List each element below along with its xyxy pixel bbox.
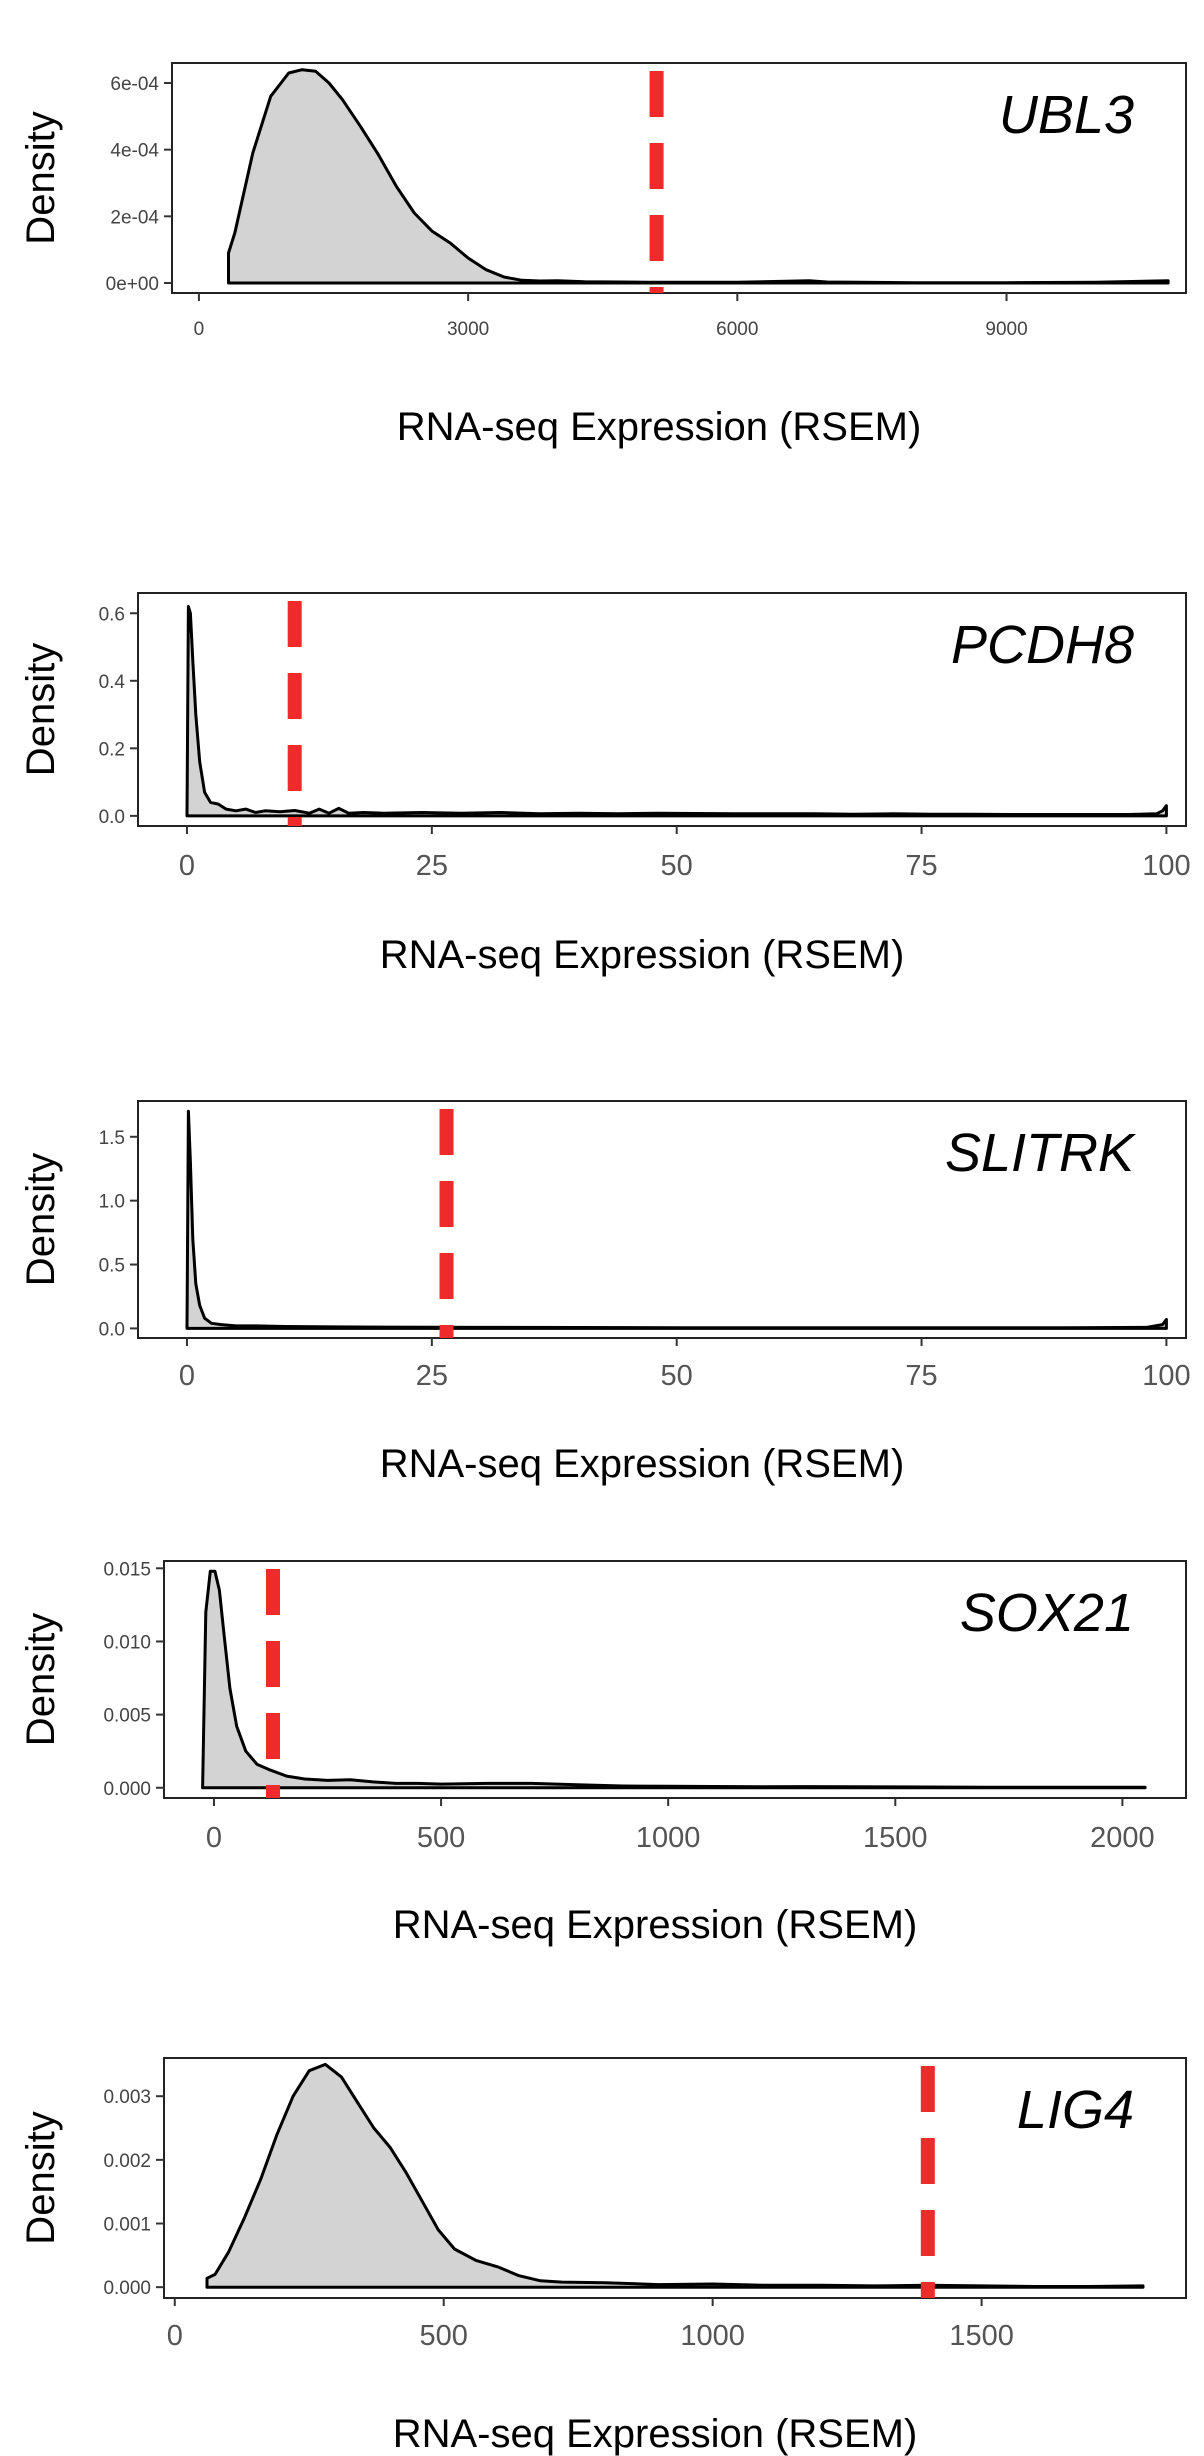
chart-2-y-tick-label: 0.2 — [99, 739, 125, 760]
chart-2: PCDH8 0.0 0.2 0.4 0.6 0 25 50 75 100 Density RNA-se… — [19, 592, 1191, 977]
chart-4-density-curve — [201, 1569, 1147, 1790]
chart-4: SOX21 0.000 0.005 0.010 0.015 0 500 1000 1500 200… — [19, 1559, 1187, 1947]
chart-1-x-tick-label: 0 — [194, 319, 205, 340]
chart-1-gene-label: UBL3 — [999, 85, 1134, 145]
chart-3-y-tick-label: 1.0 — [99, 1192, 125, 1213]
chart-2-y-tick-label: 0.4 — [99, 672, 126, 693]
chart-1: UBL3 0e+00 2e-04 4e-04 6e-04 0 3000 6000 9000 Den… — [19, 62, 1187, 449]
chart-2-y-axis-title: Density — [19, 643, 63, 776]
chart-1-x-tick-label: 3000 — [447, 319, 489, 340]
chart-2-y-tick-label: 0.6 — [99, 604, 125, 625]
chart-4-x-tick-label: 2000 — [1090, 1822, 1155, 1854]
chart-3-x-tick-label: 0 — [179, 1360, 195, 1392]
chart-5-y-tick-label: 0.003 — [103, 2087, 151, 2108]
chart-3-gene-label: SLITRK — [945, 1123, 1136, 1183]
chart-5-x-tick-label: 500 — [420, 2320, 468, 2352]
chart-3-y-tick-label: 0.5 — [99, 1256, 125, 1277]
chart-5-x-axis-title: RNA-seq Expression (RSEM) — [393, 2412, 918, 2456]
chart-3-panel-frame — [137, 1100, 1187, 1339]
chart-3-x-axis-title: RNA-seq Expression (RSEM) — [380, 1442, 905, 1486]
chart-4-y-axis-title: Density — [19, 1613, 63, 1746]
chart-3-x-tick-label: 50 — [661, 1360, 693, 1392]
chart-2-x-tick-label: 25 — [416, 850, 448, 882]
chart-1-y-axis-title: Density — [19, 111, 63, 244]
chart-5-density-curve — [205, 2062, 1145, 2289]
chart-4-y-tick-label: 0.005 — [103, 1706, 151, 1727]
chart-1-x-tick-label: 9000 — [985, 319, 1027, 340]
chart-1-y-tick-label: 0e+00 — [106, 274, 159, 295]
chart-2-gene-label: PCDH8 — [951, 615, 1134, 675]
chart-2-panel-frame — [137, 592, 1187, 827]
chart-2-x-tick-label: 100 — [1142, 850, 1190, 882]
chart-1-x-axis-title: RNA-seq Expression (RSEM) — [397, 405, 922, 449]
chart-3: SLITRK 0.0 0.5 1.0 1.5 0 25 50 75 100 Density RNA-s… — [19, 1100, 1191, 1486]
chart-2-y-tick-label: 0.0 — [99, 807, 125, 828]
chart-2-density-curve — [185, 605, 1168, 818]
chart-5-gene-label: LIG4 — [1017, 2080, 1134, 2140]
chart-5-x-tick-label: 1000 — [680, 2320, 745, 2352]
chart-4-x-axis-title: RNA-seq Expression (RSEM) — [393, 1903, 918, 1947]
chart-1-y-tick-label: 2e-04 — [110, 207, 159, 228]
chart-4-gene-label: SOX21 — [960, 1583, 1134, 1643]
chart-3-y-tick-label: 1.5 — [99, 1128, 125, 1149]
chart-4-y-tick-label: 0.010 — [103, 1632, 151, 1653]
chart-5-x-tick-label: 1500 — [949, 2320, 1014, 2352]
chart-5-y-tick-label: 0.000 — [103, 2278, 151, 2299]
chart-1-y-tick-label: 4e-04 — [110, 141, 159, 162]
chart-3-x-tick-label: 25 — [416, 1360, 448, 1392]
chart-2-x-tick-label: 75 — [905, 850, 937, 882]
chart-4-panel-frame — [163, 1560, 1187, 1799]
chart-5-y-tick-label: 0.002 — [103, 2151, 151, 2172]
chart-5: LIG4 0.000 0.001 0.002 0.003 0 500 1000 1500 Dens… — [19, 2057, 1187, 2456]
chart-4-x-tick-label: 500 — [417, 1822, 465, 1854]
chart-4-x-tick-label: 1500 — [863, 1822, 928, 1854]
chart-2-x-tick-label: 50 — [661, 850, 693, 882]
chart-5-y-tick-label: 0.001 — [103, 2215, 151, 2236]
chart-4-y-tick-label: 0.015 — [103, 1559, 151, 1580]
chart-3-x-tick-label: 100 — [1142, 1360, 1190, 1392]
chart-2-x-axis-title: RNA-seq Expression (RSEM) — [380, 933, 905, 977]
chart-1-y-tick-label: 6e-04 — [110, 74, 159, 95]
chart-1-density-curve — [227, 68, 1170, 285]
chart-5-x-tick-label: 0 — [167, 2320, 183, 2352]
chart-3-y-axis-title: Density — [19, 1153, 63, 1286]
chart-5-y-axis-title: Density — [19, 2111, 63, 2244]
chart-2-x-tick-label: 0 — [179, 850, 195, 882]
chart-1-x-tick-label: 6000 — [716, 319, 758, 340]
chart-4-x-tick-label: 0 — [206, 1822, 222, 1854]
chart-3-y-tick-label: 0.0 — [99, 1319, 125, 1340]
chart-3-density-curve — [185, 1109, 1168, 1330]
chart-3-x-tick-label: 75 — [905, 1360, 937, 1392]
chart-4-y-tick-label: 0.000 — [103, 1779, 151, 1800]
chart-4-x-tick-label: 1000 — [636, 1822, 701, 1854]
